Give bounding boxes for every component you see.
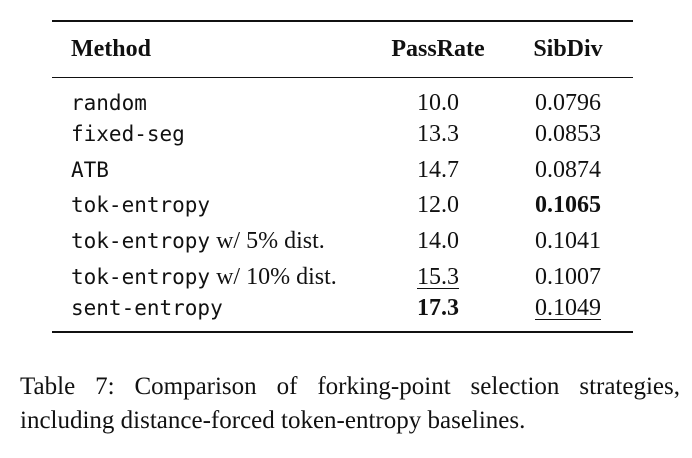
sibdiv-cell: 0.1007 <box>535 263 601 290</box>
method-name: fixed-seg <box>71 122 185 147</box>
method-cell: tok-entropy <box>52 188 373 224</box>
passrate-value: 15.3 <box>417 263 459 290</box>
passrate-cell: 14.7 <box>417 156 459 183</box>
table-row: ATB 14.7 0.0874 <box>52 153 633 189</box>
method-cell: random <box>52 78 373 117</box>
method-cell: tok-entropy w/ 10% dist. <box>52 259 373 295</box>
results-table: Method PassRate SibDiv random 10.0 0.079… <box>52 20 633 333</box>
method-name: tok-entropy <box>71 229 211 254</box>
method-name: ATB <box>71 157 109 182</box>
method-name: random <box>71 91 147 115</box>
header-row: Method PassRate SibDiv <box>52 22 633 77</box>
sibdiv-cell: 0.0796 <box>535 90 601 116</box>
sibdiv-cell: 0.1041 <box>535 228 601 255</box>
table-row: tok-entropy w/ 5% dist. 14.0 0.1041 <box>52 224 633 260</box>
top-rule <box>52 20 633 22</box>
passrate-cell: 13.3 <box>417 121 459 148</box>
method-suffix: w/ 10% dist. <box>210 263 337 290</box>
passrate-cell-second: 15.3 <box>373 259 503 295</box>
method-name: sent-entropy <box>71 296 223 321</box>
method-cell: sent-entropy <box>52 295 373 331</box>
method-name: tok-entropy <box>71 193 211 218</box>
passrate-cell: 10.0 <box>417 90 459 116</box>
method-name: tok-entropy <box>71 264 211 289</box>
header-sibdiv: SibDiv <box>533 36 603 62</box>
passrate-cell-best: 17.3 <box>417 295 459 322</box>
sibdiv-cell-second: 0.1049 <box>503 295 633 331</box>
method-cell: fixed-seg <box>52 117 373 153</box>
method-cell: ATB <box>52 153 373 189</box>
sibdiv-value: 0.1049 <box>535 295 601 322</box>
bottom-rule <box>52 330 633 333</box>
table-row: sent-entropy 17.3 0.1049 <box>52 295 633 331</box>
method-suffix: w/ 5% dist. <box>210 228 325 255</box>
mid-rule <box>52 77 633 78</box>
table-row: random 10.0 0.0796 <box>52 78 633 117</box>
sibdiv-cell-best: 0.1065 <box>535 192 601 219</box>
table-row: tok-entropy w/ 10% dist. 15.3 0.1007 <box>52 259 633 295</box>
table-row: tok-entropy 12.0 0.1065 <box>52 188 633 224</box>
passrate-cell: 12.0 <box>417 192 459 219</box>
table-caption: Table 7: Comparison of forking-point sel… <box>20 373 680 434</box>
table-row: fixed-seg 13.3 0.0853 <box>52 117 633 153</box>
sibdiv-cell: 0.0853 <box>535 121 601 148</box>
header-method: Method <box>71 36 151 62</box>
sibdiv-cell: 0.0874 <box>535 156 601 183</box>
header-passrate: PassRate <box>391 36 485 62</box>
passrate-cell: 14.0 <box>417 228 459 255</box>
method-cell: tok-entropy w/ 5% dist. <box>52 224 373 260</box>
